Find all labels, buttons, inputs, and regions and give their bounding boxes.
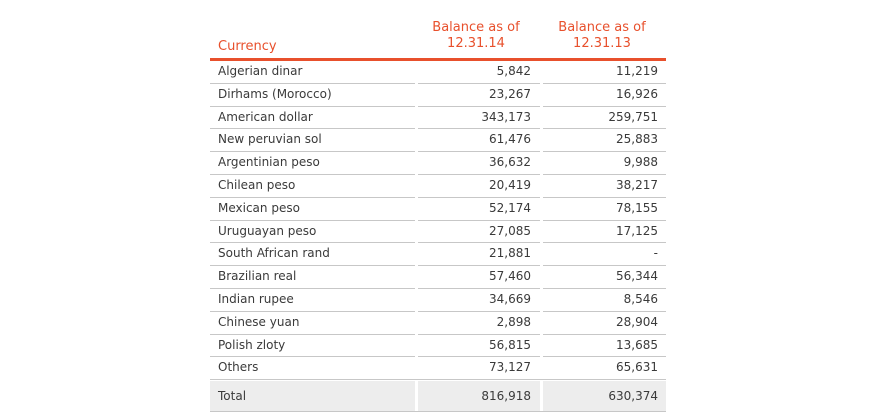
currency-cell: Uruguayan peso [218, 223, 317, 238]
balance-2014-cell: 23,267 [489, 86, 531, 101]
table-row: Dirhams (Morocco) 23,267 16,926 [210, 84, 666, 107]
header-balance-2013-line2: 12.31.13 [573, 36, 631, 51]
table-row: Chilean peso 20,419 38,217 [210, 175, 666, 198]
header-balance-2013: Balance as of 12.31.13 [540, 20, 664, 52]
balance-2013-cell: - [653, 246, 658, 261]
header-balance-2014-line2: 12.31.14 [447, 36, 505, 51]
balance-2014-cell: 61,476 [489, 132, 531, 147]
balance-2014-cell: 2,898 [496, 314, 531, 329]
total-row: Total 816,918 630,374 [210, 381, 666, 412]
balance-2013-cell: 11,219 [616, 64, 658, 78]
balance-2013-cell: 9,988 [623, 155, 658, 170]
currency-cell: Polish zloty [218, 337, 286, 352]
table-row: Polish zloty 56,815 13,685 [210, 335, 666, 358]
table-row: Chinese yuan 2,898 28,904 [210, 312, 666, 335]
currency-cell: Brazilian real [218, 269, 297, 284]
table-row: Brazilian real 57,460 56,344 [210, 266, 666, 289]
balance-2014-cell: 20,419 [489, 177, 531, 192]
balance-2014-cell: 343,173 [481, 109, 531, 124]
balance-2013-cell: 65,631 [616, 360, 658, 375]
balance-2013-cell: 13,685 [616, 337, 658, 352]
balance-2013-cell: 17,125 [616, 223, 658, 238]
balance-2013-cell: 78,155 [616, 200, 658, 215]
currency-cell: South African rand [218, 246, 330, 261]
balance-2013-cell: 8,546 [623, 291, 658, 306]
balance-2013-cell: 259,751 [608, 109, 658, 124]
balance-2014-cell: 73,127 [489, 360, 531, 375]
total-2013: 630,374 [608, 389, 658, 404]
balance-2013-cell: 56,344 [616, 269, 658, 284]
balance-2014-cell: 52,174 [489, 200, 531, 215]
table-row: Others 73,127 65,631 [210, 357, 666, 381]
currency-cell: Chilean peso [218, 177, 296, 192]
total-2014: 816,918 [481, 389, 531, 404]
table-header: Currency Balance as of 12.31.14 Balance … [210, 14, 666, 61]
header-balance-2013-line1: Balance as of [558, 20, 646, 35]
header-balance-2014: Balance as of 12.31.14 [415, 20, 537, 52]
balance-2013-cell: 38,217 [616, 177, 658, 192]
table-row: South African rand 21,881 - [210, 243, 666, 267]
currency-cell: Algerian dinar [218, 64, 303, 78]
table-row: Indian rupee 34,669 8,546 [210, 289, 666, 312]
balance-2014-cell: 57,460 [489, 269, 531, 284]
currency-cell: New peruvian sol [218, 132, 322, 147]
balance-2014-cell: 27,085 [489, 223, 531, 238]
balance-2014-cell: 5,842 [496, 64, 531, 78]
table-body: Algerian dinar 5,842 11,219 Dirhams (Morocc… [210, 61, 666, 381]
currency-cell: American dollar [218, 109, 313, 124]
table-row: Algerian dinar 5,842 11,219 [210, 61, 666, 84]
balance-2013-cell: 16,926 [616, 86, 658, 101]
table-row: New peruvian sol 61,476 25,883 [210, 129, 666, 153]
total-label: Total [218, 389, 247, 404]
currency-cell: Dirhams (Morocco) [218, 86, 332, 101]
table-row: Argentinian peso 36,632 9,988 [210, 152, 666, 175]
currency-cell: Argentinian peso [218, 155, 320, 170]
balance-2014-cell: 36,632 [489, 155, 531, 170]
balance-2013-cell: 28,904 [616, 314, 658, 329]
table-row: American dollar 343,173 259,751 [210, 107, 666, 130]
table-row: Uruguayan peso 27,085 17,125 [210, 221, 666, 244]
balance-2014-cell: 21,881 [489, 246, 531, 261]
currency-balance-table: Currency Balance as of 12.31.14 Balance … [210, 14, 666, 412]
currency-cell: Chinese yuan [218, 314, 300, 329]
currency-cell: Mexican peso [218, 200, 300, 215]
header-balance-2014-line1: Balance as of [432, 20, 520, 35]
currency-cell: Indian rupee [218, 291, 294, 306]
balance-2014-cell: 56,815 [489, 337, 531, 352]
balance-2013-cell: 25,883 [616, 132, 658, 147]
balance-2014-cell: 34,669 [489, 291, 531, 306]
header-currency: Currency [218, 39, 277, 54]
currency-cell: Others [218, 360, 259, 375]
table-row: Mexican peso 52,174 78,155 [210, 198, 666, 221]
